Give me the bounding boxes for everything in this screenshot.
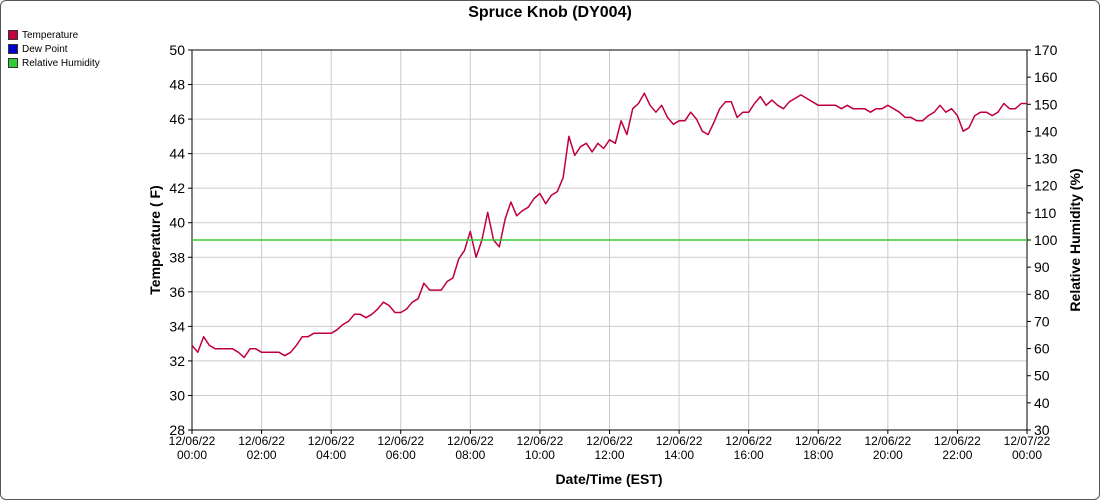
y2-tick-label: 70 [1034,313,1050,329]
y2-tick-label: 160 [1034,69,1058,85]
y2-tick-label: 110 [1034,205,1057,221]
x-tick-label-date: 12/06/22 [934,434,981,448]
x-tick-label-time: 04:00 [316,448,346,462]
x-tick-label-date: 12/06/22 [795,434,842,448]
chart-title: Spruce Knob (DY004) [468,4,632,21]
y-tick-label: 40 [169,215,185,231]
y-tick-label: 36 [169,284,185,300]
x-tick-label-time: 18:00 [803,448,833,462]
legend-item-temperature: Temperature [8,28,100,42]
y-tick-label: 32 [169,353,185,369]
legend: Temperature Dew Point Relative Humidity [8,28,100,70]
y2-tick-label: 100 [1034,232,1058,248]
y-tick-label: 34 [169,318,185,334]
x-tick-label-time: 00:00 [177,448,207,462]
y-tick-label: 46 [169,111,185,127]
legend-item-dew-point: Dew Point [8,42,100,56]
y-tick-label: 48 [169,77,185,93]
y2-tick-label: 150 [1034,96,1058,112]
y2-tick-label: 40 [1034,395,1050,411]
y-tick-label: 50 [169,42,185,58]
y-tick-label: 30 [169,387,185,403]
legend-label-temperature: Temperature [22,29,79,41]
y-tick-label: 28 [169,422,185,438]
x-tick-label-date: 12/06/22 [517,434,564,448]
x-tick-label-date: 12/06/22 [447,434,494,448]
y-tick-label: 38 [169,249,185,265]
legend-swatch-temperature [8,30,18,40]
x-tick-label-time: 22:00 [942,448,972,462]
legend-label-relative-humidity: Relative Humidity [22,57,100,69]
y2-tick-label: 50 [1034,368,1050,384]
temperature-line [191,92,1027,359]
y-tick-label: 44 [169,146,185,162]
x-tick-label-date: 12/07/22 [1004,434,1051,448]
x-tick-label-time: 06:00 [386,448,416,462]
x-axis-label: Date/Time (EST) [555,471,662,487]
x-tick-label-date: 12/06/22 [586,434,633,448]
legend-item-relative-humidity: Relative Humidity [8,56,100,70]
series [191,92,1027,359]
legend-swatch-relative-humidity [8,58,18,68]
legend-label-dew-point: Dew Point [22,43,68,55]
legend-swatch-dew-point [8,44,18,54]
y-axis-label: Temperature ( F) [147,185,163,294]
x-tick-label-time: 14:00 [664,448,694,462]
x-tick-label-time: 10:00 [525,448,555,462]
y2-tick-label: 60 [1034,341,1050,357]
axes: 12/06/2200:0012/06/2202:0012/06/2204:001… [169,42,1058,462]
x-tick-label-time: 16:00 [734,448,764,462]
y2-tick-label: 90 [1034,259,1050,275]
y2-tick-label: 140 [1034,123,1058,139]
x-tick-label-date: 12/06/22 [656,434,703,448]
y2-tick-label: 30 [1034,422,1050,438]
y2-axis-label: Relative Humidity (%) [1067,168,1083,311]
x-tick-label-date: 12/06/22 [238,434,285,448]
x-tick-label-time: 00:00 [1012,448,1042,462]
x-tick-label-date: 12/06/22 [169,434,216,448]
x-tick-label-date: 12/06/22 [308,434,355,448]
x-tick-label-time: 20:00 [873,448,903,462]
y2-tick-label: 130 [1034,151,1058,167]
x-tick-label-date: 12/06/22 [864,434,911,448]
y-tick-label: 42 [169,180,185,196]
x-tick-label-date: 12/06/22 [725,434,772,448]
x-tick-label-time: 08:00 [455,448,485,462]
x-tick-label-time: 02:00 [247,448,277,462]
x-tick-label-time: 12:00 [594,448,624,462]
y2-tick-label: 120 [1034,178,1058,194]
y2-tick-label: 80 [1034,286,1050,302]
y2-tick-label: 170 [1034,42,1058,58]
x-tick-label-date: 12/06/22 [377,434,424,448]
